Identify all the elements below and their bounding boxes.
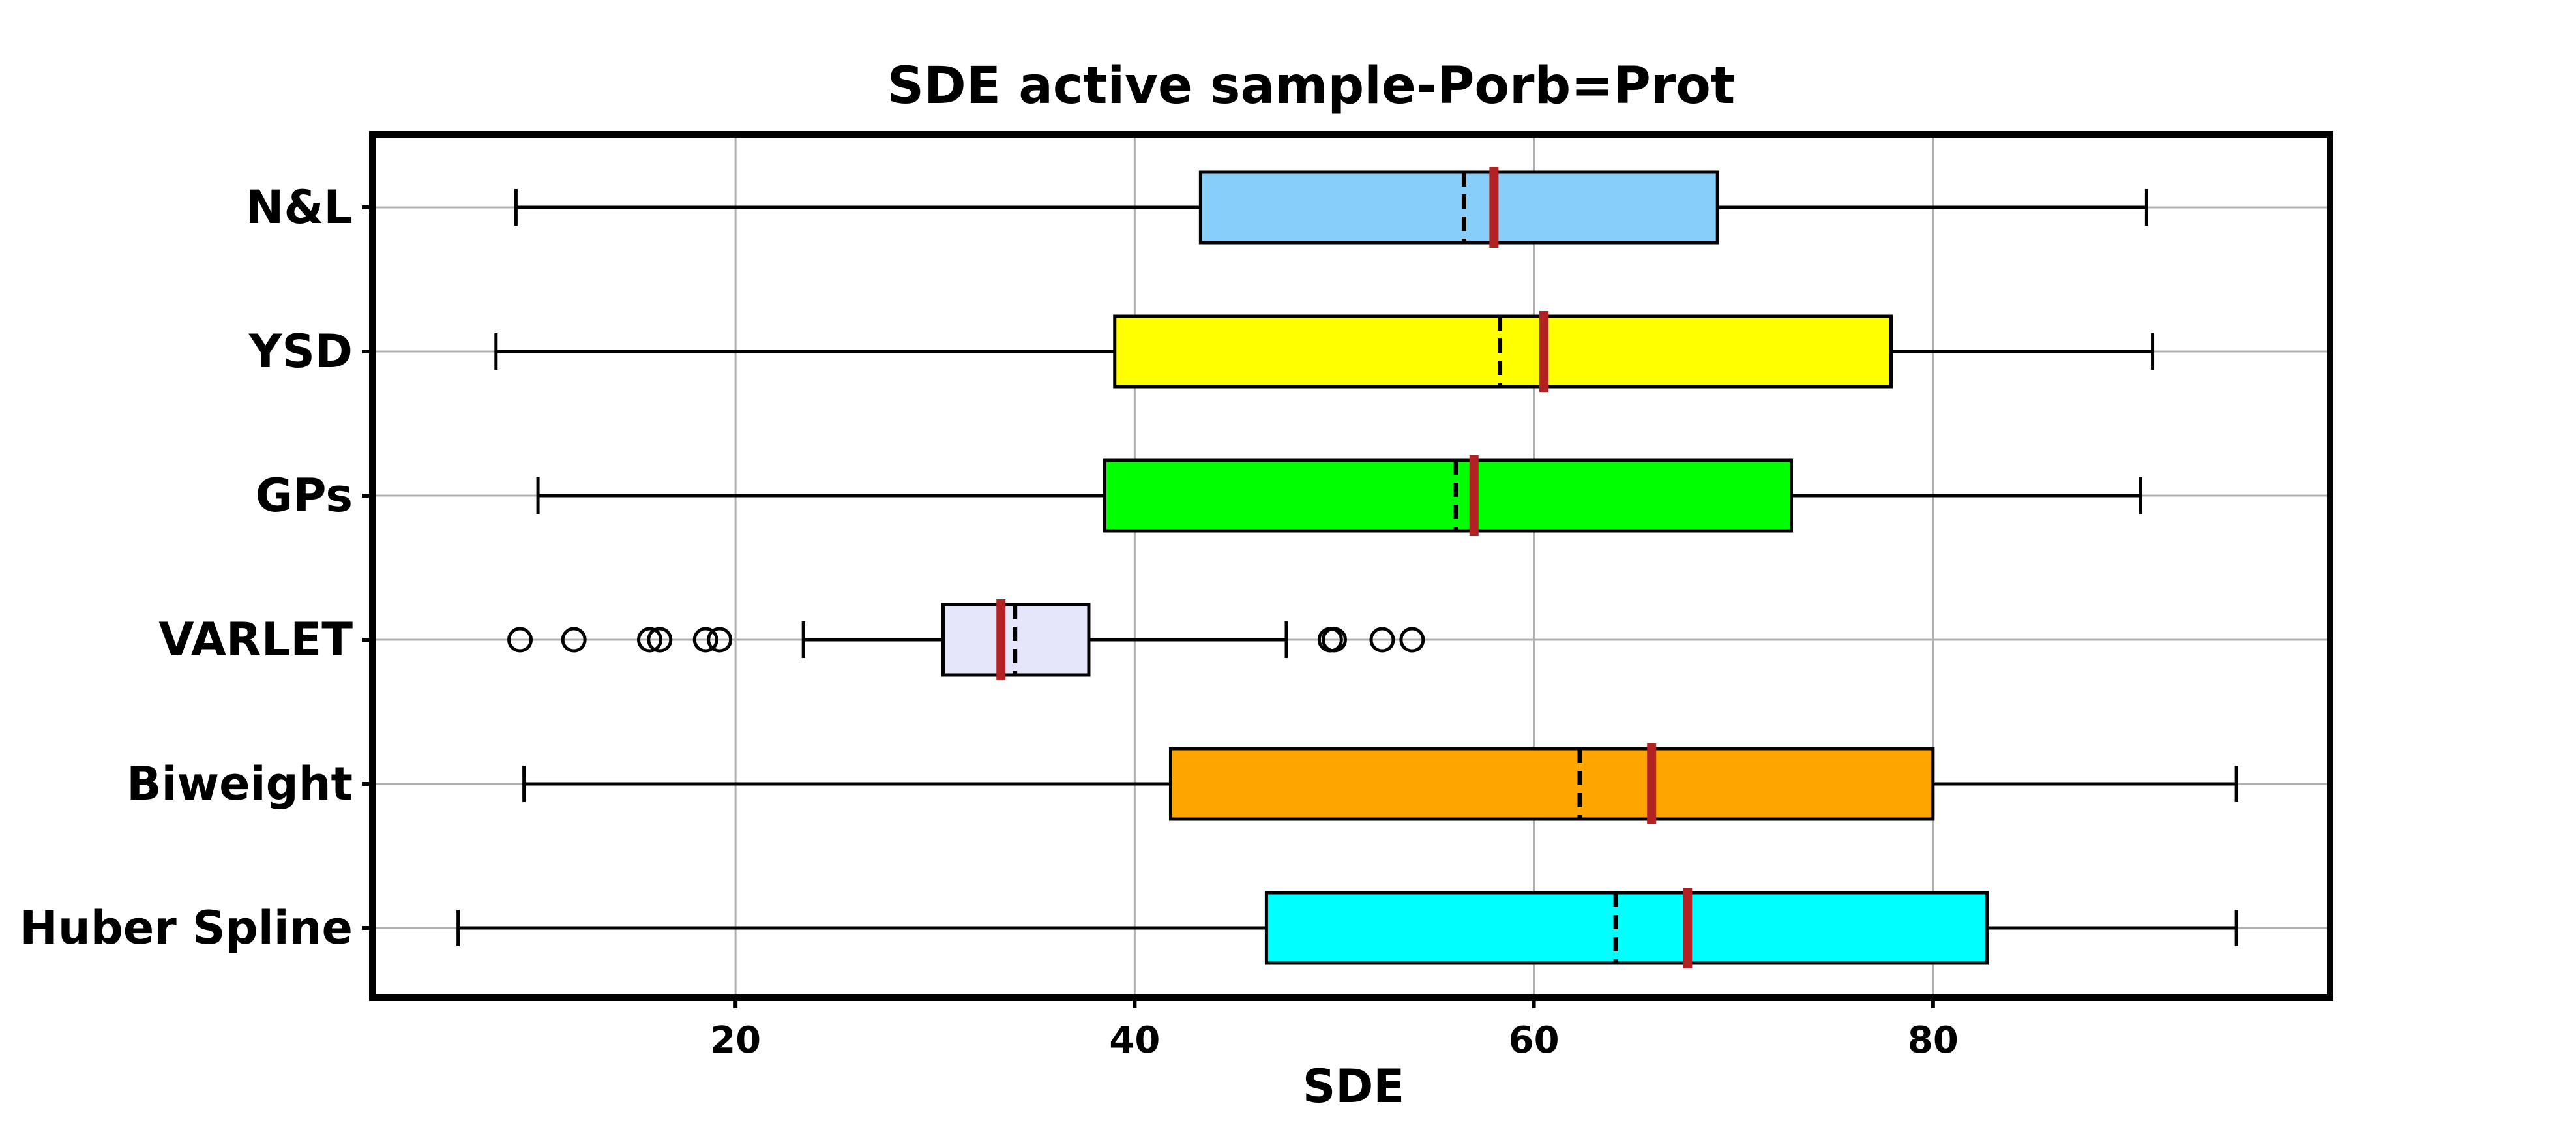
x-tick-label: 20 [710,1019,761,1062]
y-tick-label: GPs [256,469,353,522]
iqr-box [1264,891,1989,965]
outlier-point [561,627,587,653]
box-biweight [522,743,2238,824]
box-huber-spline [456,888,2238,968]
box-series [456,167,2238,968]
x-tick-label: 60 [1509,1019,1560,1062]
iqr-box [1103,458,1793,533]
box-varlet [507,599,1425,680]
chart-title: SDE active sample-Porb=Prot [887,57,1735,115]
outlier-point [507,627,533,653]
y-tick-label: Biweight [126,757,353,811]
outlier-point [1321,627,1347,653]
box-ysd [494,311,2155,392]
box-gps [536,455,2142,536]
box-n-l [514,167,2148,248]
outlier-point [647,627,673,653]
x-axis: 20 40 60 80 [710,998,1959,1062]
plot-frame [369,131,2333,1001]
iqr-box [1168,747,1935,821]
y-tick-label: Huber Spline [20,901,353,955]
outlier-point [1369,627,1395,653]
outlier-point [707,627,733,653]
outlier-point [637,627,663,653]
y-tick-label: N&L [246,181,353,234]
y-axis: N&L YSD GPs VARLET Biweight Huber Spline [20,181,372,955]
x-tick-label: 80 [1908,1019,1959,1062]
iqr-box [1198,170,1719,245]
y-tick-label: VARLET [158,613,353,666]
y-tick-label: YSD [248,325,353,378]
iqr-box [1113,314,1893,389]
outlier-point [692,627,718,653]
x-tick-label: 40 [1109,1019,1160,1062]
outlier-point [1399,627,1425,653]
grid-lines [372,134,2330,998]
x-axis-label: SDE [1303,1060,1404,1113]
